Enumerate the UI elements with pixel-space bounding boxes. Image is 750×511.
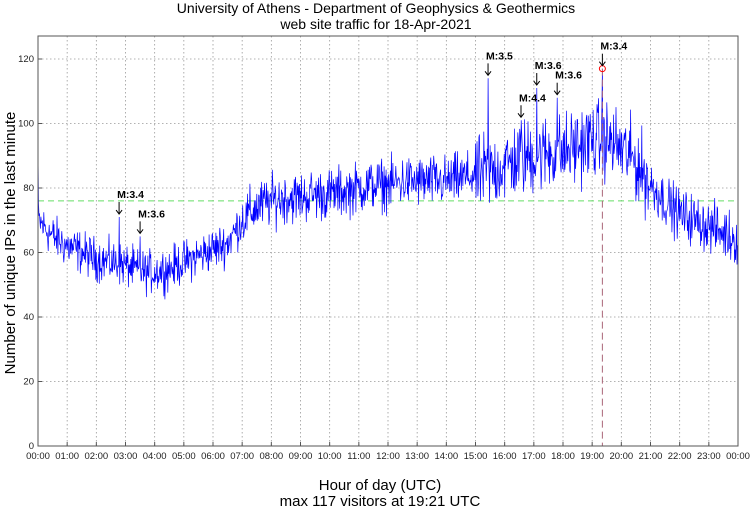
arrow-head-icon [553, 90, 561, 96]
x-tick-label: 05:00 [172, 451, 196, 462]
arrow-head-icon [517, 112, 525, 119]
arrow-head-icon [533, 80, 541, 86]
x-tick-label: 04:00 [143, 451, 167, 462]
x-tick-label: 03:00 [114, 451, 138, 462]
x-tick-label: 00:00 [26, 451, 50, 462]
event-label: M:3.4 [600, 41, 627, 53]
y-tick-label: 80 [23, 183, 34, 194]
y-tick-label: 0 [29, 441, 34, 452]
x-tick-label: 21:00 [639, 451, 663, 462]
event-annotation: M:3.4 [598, 41, 627, 67]
x-tick-label: 12:00 [376, 451, 400, 462]
y-tick-label: 100 [18, 119, 34, 130]
event-label: M:3.6 [138, 208, 165, 220]
x-tick-label: 17:00 [522, 451, 546, 462]
x-tick-label: 13:00 [405, 451, 429, 462]
event-annotation: M:3.6 [533, 60, 562, 86]
x-tick-label: 09:00 [289, 451, 313, 462]
event-annotation: M:3.4 [115, 189, 144, 215]
x-tick-label: 20:00 [609, 451, 633, 462]
x-tick-label: 01:00 [55, 451, 79, 462]
x-tick-label: 23:00 [697, 451, 721, 462]
event-label: M:3.5 [486, 50, 513, 62]
x-tick-label: 14:00 [434, 451, 458, 462]
arrow-head-icon [484, 71, 492, 77]
event-annotation: M:3.5 [484, 50, 513, 77]
x-tick-label: 07:00 [230, 451, 254, 462]
y-tick-label: 40 [23, 312, 34, 323]
event-annotations: M:3.4M:3.6M:3.5M:4.4M:3.6M:3.6M:3.4 [115, 41, 627, 235]
event-annotation: M:3.6 [136, 208, 165, 235]
y-tick-label: 20 [23, 377, 34, 388]
x-tick-label: 02:00 [84, 451, 108, 462]
plot-frame [37, 35, 739, 447]
arrow-head-icon [115, 209, 123, 215]
chart-title: University of Athens - Department of Geo… [177, 0, 575, 16]
max-caption: max 117 visitors at 19:21 UTC [280, 493, 481, 510]
x-axis-label: Hour of day (UTC) [319, 477, 442, 494]
x-tick-label: 16:00 [493, 451, 517, 462]
x-tick-label: 06:00 [201, 451, 225, 462]
x-tick-label: 22:00 [668, 451, 692, 462]
event-annotation: M:4.4 [517, 92, 546, 119]
x-axis: 00:00 01:00 02:00 03:00 04:00 05:00 06:00 07:00… [26, 442, 750, 462]
event-label: M:4.4 [519, 92, 546, 104]
x-tick-label: 18:00 [551, 451, 575, 462]
y-axis-label: Number of unique IPs in the last minute [2, 112, 19, 375]
event-label: M:3.6 [555, 70, 582, 82]
y-tick-label: 120 [18, 54, 34, 65]
event-annotation: M:3.6 [553, 70, 582, 96]
x-tick-label: 19:00 [580, 451, 604, 462]
arrow-head-icon [598, 61, 606, 67]
arrow-head-icon [136, 229, 144, 235]
event-label: M:3.6 [535, 60, 562, 72]
chart-subtitle: web site traffic for 18-Apr-2021 [279, 16, 471, 32]
grid [38, 36, 738, 446]
series-line [37, 68, 738, 300]
y-tick-label: 60 [23, 248, 34, 259]
x-tick-label: 08:00 [259, 451, 283, 462]
x-tick-label: 00:00 [726, 451, 750, 462]
event-label: M:3.4 [117, 189, 144, 201]
x-tick-label: 10:00 [318, 451, 342, 462]
x-tick-label: 11:00 [347, 451, 370, 462]
x-tick-label: 15:00 [464, 451, 488, 462]
